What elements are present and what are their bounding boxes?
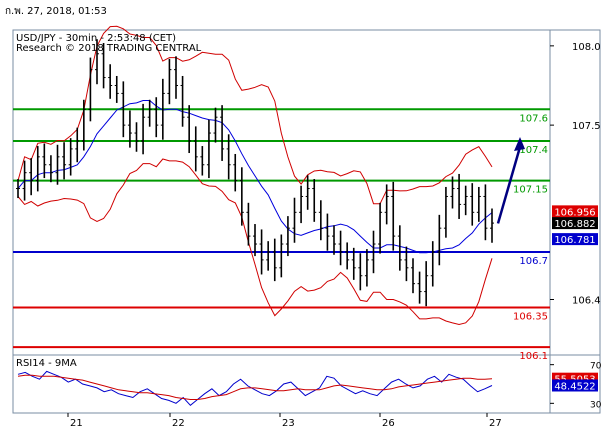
chart-copyright: Research © 2018 TRADING CENTRAL bbox=[16, 43, 202, 54]
level-label-5: 106.1 bbox=[519, 351, 548, 362]
level-label-3: 106.7 bbox=[519, 256, 548, 267]
price-tag-0: 106.956 bbox=[554, 207, 595, 218]
time-label-3: 26 bbox=[382, 418, 395, 429]
rsi-panel bbox=[12, 354, 551, 414]
price-tag-bg-1 bbox=[552, 217, 598, 230]
price-tag-1: 106.882 bbox=[554, 219, 595, 230]
timestamp: ก.พ. 27, 2018, 01:53 bbox=[5, 6, 107, 17]
rsi-tick-1: 30 bbox=[590, 400, 602, 410]
level-label-1: 107.4 bbox=[519, 145, 548, 156]
timestamp-group: ก.พ. 27, 2018, 01:53 bbox=[5, 6, 107, 17]
level-label-4: 106.35 bbox=[513, 311, 548, 322]
price-tag-bg-0 bbox=[552, 205, 598, 218]
rsi-lines bbox=[17, 370, 493, 406]
rsi-tick-0: 70 bbox=[590, 362, 602, 372]
price-axis bbox=[549, 29, 601, 356]
time-axis: 21 22 23 26 27 bbox=[67, 413, 502, 429]
level-label-0: 107.6 bbox=[519, 113, 548, 124]
price-tick-0: 108.0 bbox=[572, 42, 601, 53]
forecast-arrow-shaft bbox=[496, 146, 522, 224]
rsi-tags: 55.505348.4522 bbox=[552, 372, 598, 392]
price-panel bbox=[12, 29, 551, 356]
price-ticks: 108.0 107.5 106.4 bbox=[550, 42, 601, 307]
rsi-ticks: 70 30 bbox=[550, 362, 602, 410]
time-label-1: 22 bbox=[172, 418, 185, 429]
rsi-series-rsi bbox=[17, 370, 493, 406]
forecast-arrow-head bbox=[514, 136, 525, 151]
moving-average bbox=[17, 100, 493, 254]
time-label-0: 21 bbox=[70, 418, 83, 429]
price-tick-2: 106.4 bbox=[572, 296, 601, 307]
price-tag-2: 106.781 bbox=[554, 235, 595, 246]
chart-title: USD/JPY - 30min - 2:53:48 (CET) bbox=[16, 33, 176, 44]
forecast-arrow bbox=[496, 136, 525, 224]
rsi-title: RSI14 - 9MA bbox=[16, 358, 77, 369]
bollinger-lower bbox=[17, 158, 493, 326]
time-label-2: 23 bbox=[282, 418, 295, 429]
rsi-tag-1: 48.4522 bbox=[554, 381, 595, 392]
time-label-4: 27 bbox=[489, 418, 502, 429]
level-label-2: 107.15 bbox=[513, 185, 548, 196]
price-tag-bg-2 bbox=[552, 233, 598, 246]
price-bars bbox=[16, 39, 494, 307]
rsi-series-ma bbox=[17, 374, 493, 400]
price-tick-1: 107.5 bbox=[572, 121, 601, 132]
rsi-tag-bg-1 bbox=[552, 379, 598, 392]
